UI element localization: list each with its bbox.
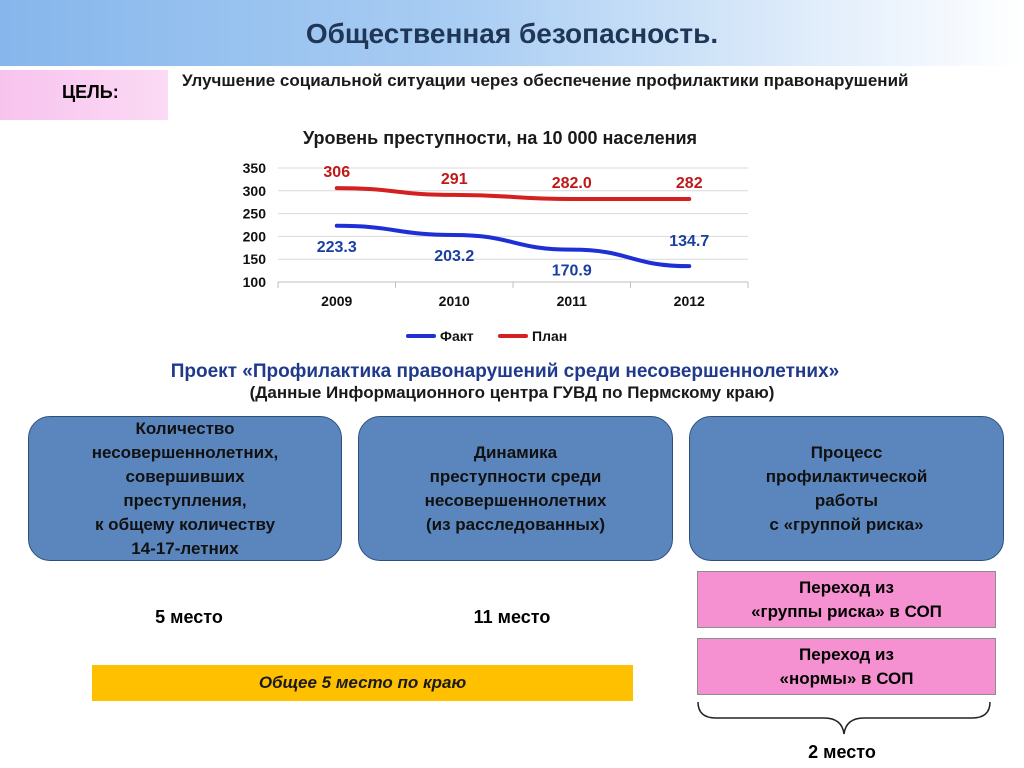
rank-prevention-process: 2 место (808, 742, 876, 762)
indicator-box-text: Процесс профилактической работы с «групп… (765, 442, 928, 534)
indicator-box-text: Количество несовершеннолетних, совершивш… (91, 418, 279, 558)
data-label: 203.2 (434, 248, 474, 265)
y-tick-label: 150 (243, 251, 267, 267)
overall-rank-bar: Общее 5 место по краю (92, 665, 633, 701)
page-title: Общественная безопасность. (305, 18, 719, 49)
rank-juvenile-share: 5 место (155, 607, 223, 627)
x-tick-label: 2011 (557, 293, 588, 309)
y-tick-label: 300 (243, 183, 267, 199)
data-label: 282 (676, 175, 703, 192)
overall-rank-text: Общее 5 место по краю (258, 673, 467, 692)
data-label: 134.7 (669, 233, 709, 250)
legend-label: Факт (440, 328, 474, 344)
data-label: 291 (441, 171, 468, 188)
y-tick-label: 100 (243, 274, 267, 290)
x-tick-label: 2010 (439, 293, 470, 309)
x-tick-label: 2009 (321, 293, 352, 309)
series-line-plan (334, 186, 692, 202)
goal-label-background (0, 70, 168, 120)
project-title: Проект «Профилактика правонарушений сред… (170, 361, 840, 382)
indicator-box-text: Динамика преступности среди несовершенно… (424, 442, 607, 534)
title-band (0, 0, 1024, 66)
data-label: 170.9 (552, 263, 592, 280)
x-tick-label: 2012 (674, 293, 705, 309)
indicator-box-prevention-process: Процесс профилактической работы с «групп… (689, 416, 1004, 561)
y-tick-label: 200 (243, 228, 267, 244)
crime-level-chart: 100 150 200 250 300 350 2009 2010 2011 2012 223.3 2… (243, 160, 749, 344)
transition-box-risk-group: Переход из «группы риска» в СОП (697, 571, 996, 628)
chart-title: Уровень преступности, на 10 000 населени… (302, 128, 698, 148)
legend-label: План (532, 328, 567, 344)
grouping-brace (697, 701, 991, 735)
y-tick-label: 350 (243, 160, 267, 176)
indicator-box-crime-dynamics: Динамика преступности среди несовершенно… (358, 416, 673, 561)
data-label: 306 (323, 164, 350, 181)
rank-crime-dynamics: 11 место (473, 607, 551, 627)
goal-label: ЦЕЛЬ: (62, 82, 119, 102)
project-subtitle: (Данные Информационного центра ГУВД по П… (249, 383, 775, 402)
series-line-fact (334, 223, 692, 269)
goal-text: Улучшение социальной ситуации через обес… (182, 71, 909, 90)
data-label: 282.0 (552, 175, 592, 192)
transition-box-norm: Переход из «нормы» в СОП (697, 638, 996, 695)
data-label: 223.3 (317, 239, 357, 256)
indicator-box-juvenile-share: Количество несовершеннолетних, совершивш… (28, 416, 342, 561)
y-tick-label: 250 (243, 206, 267, 222)
